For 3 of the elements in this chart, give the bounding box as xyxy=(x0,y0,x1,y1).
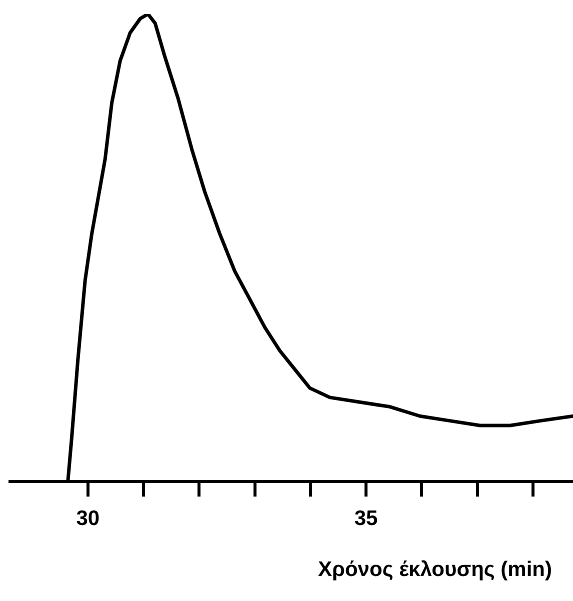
x-tick-label: 30 xyxy=(76,506,100,530)
x-tick-label: 35 xyxy=(354,506,378,530)
x-axis-title: Χρόνος έκλουσης (min) xyxy=(318,558,573,582)
